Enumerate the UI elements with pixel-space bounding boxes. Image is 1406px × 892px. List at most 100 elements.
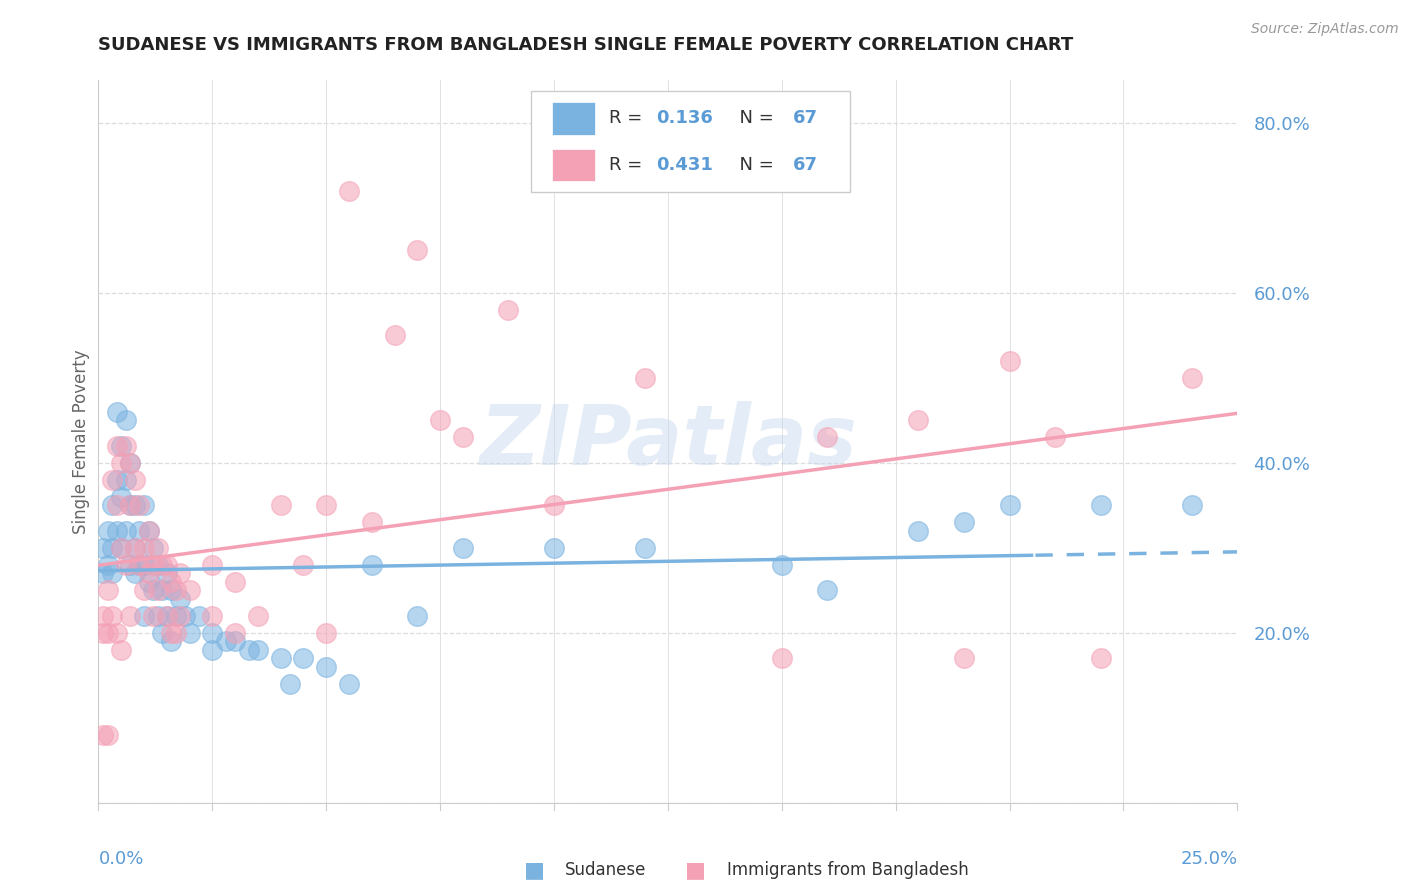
Point (907, 413, 929, 427)
Point (132, 541, 155, 555)
Point (451, 430, 474, 444)
Point (1043, 430, 1066, 444)
Point (114, 558, 136, 572)
Point (498, 302, 520, 317)
Point (224, 574, 246, 589)
Point (138, 524, 160, 538)
Point (179, 625, 201, 640)
Point (360, 558, 382, 572)
Point (101, 498, 124, 512)
Point (201, 642, 224, 657)
Point (907, 524, 929, 538)
Text: N =: N = (728, 110, 780, 128)
Point (187, 608, 209, 623)
Point (91, 728, 114, 742)
FancyBboxPatch shape (551, 103, 595, 135)
Point (169, 608, 191, 623)
Point (770, 558, 793, 572)
Point (543, 541, 565, 555)
Point (110, 439, 132, 453)
Point (138, 574, 160, 589)
Point (451, 541, 474, 555)
Point (101, 541, 124, 555)
Point (1090, 651, 1112, 665)
Text: ■: ■ (524, 860, 544, 880)
FancyBboxPatch shape (551, 149, 595, 181)
Point (128, 558, 150, 572)
Point (124, 541, 146, 555)
Point (224, 634, 246, 648)
Point (998, 353, 1021, 368)
Point (124, 541, 146, 555)
Text: Immigrants from Bangladesh: Immigrants from Bangladesh (727, 861, 969, 879)
Point (110, 642, 132, 657)
Point (132, 608, 155, 623)
Point (132, 558, 155, 572)
Point (146, 583, 169, 598)
Point (124, 498, 146, 512)
Point (270, 498, 292, 512)
Point (138, 524, 160, 538)
Point (91, 625, 114, 640)
Point (165, 625, 187, 640)
Point (953, 651, 976, 665)
Text: N =: N = (728, 156, 780, 174)
Point (156, 608, 179, 623)
Point (101, 473, 124, 487)
Point (114, 439, 136, 453)
Y-axis label: Single Female Poverty: Single Female Poverty (72, 350, 90, 533)
Point (105, 405, 128, 419)
FancyBboxPatch shape (531, 91, 851, 193)
Point (96, 524, 118, 538)
Point (156, 558, 179, 572)
Point (160, 625, 183, 640)
Point (998, 498, 1021, 512)
Point (114, 524, 136, 538)
Point (91, 608, 114, 623)
Point (201, 558, 224, 572)
Point (292, 651, 315, 665)
Point (105, 439, 128, 453)
Point (128, 524, 150, 538)
Point (132, 583, 155, 598)
Point (634, 371, 657, 385)
Point (429, 413, 451, 427)
Point (360, 516, 382, 530)
Point (815, 583, 838, 598)
Point (120, 498, 142, 512)
Point (953, 516, 976, 530)
Point (96, 625, 118, 640)
Point (165, 583, 187, 598)
Point (246, 642, 269, 657)
Point (165, 608, 187, 623)
Point (246, 608, 269, 623)
Point (238, 642, 260, 657)
Text: 0.136: 0.136 (657, 110, 713, 128)
Point (114, 413, 136, 427)
Point (174, 608, 197, 623)
Point (101, 608, 124, 623)
Point (120, 456, 142, 470)
Point (337, 677, 360, 691)
Point (124, 473, 146, 487)
Point (169, 591, 191, 606)
Point (146, 558, 169, 572)
Point (120, 456, 142, 470)
Text: Source: ZipAtlas.com: Source: ZipAtlas.com (1251, 22, 1399, 37)
Text: 67: 67 (793, 156, 818, 174)
Text: ZIPatlas: ZIPatlas (479, 401, 856, 482)
Point (406, 244, 429, 258)
Point (110, 456, 132, 470)
Point (96, 558, 118, 572)
Point (160, 634, 183, 648)
Point (105, 625, 128, 640)
Point (150, 583, 173, 598)
Point (91, 541, 114, 555)
Text: R =: R = (609, 110, 648, 128)
Text: ■: ■ (686, 860, 706, 880)
Point (120, 498, 142, 512)
Point (1181, 371, 1204, 385)
Point (105, 473, 128, 487)
Point (201, 625, 224, 640)
Point (270, 651, 292, 665)
